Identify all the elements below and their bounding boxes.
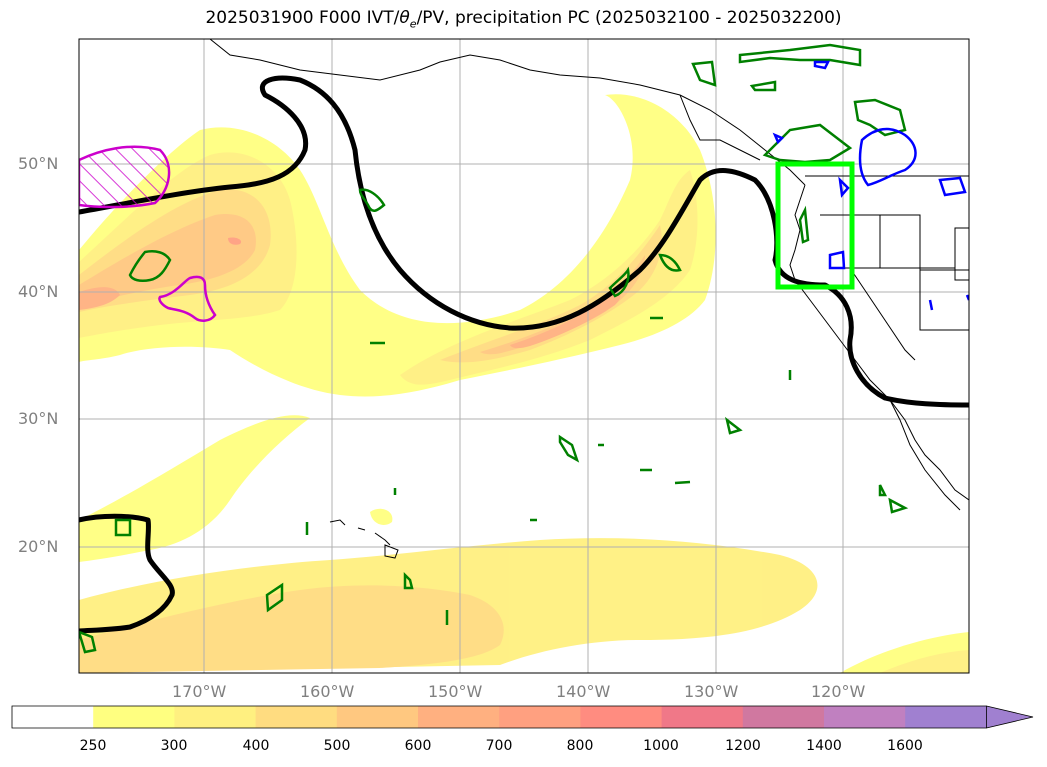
colorbar bbox=[11, 705, 1034, 729]
state-borders bbox=[820, 214, 969, 361]
pc-neg-6 bbox=[772, 132, 785, 145]
lat-label-30n: 30°N bbox=[18, 409, 59, 428]
gridlines bbox=[79, 39, 969, 673]
theta-e-contour-main bbox=[79, 75, 969, 408]
precip-pc-positive bbox=[79, 43, 909, 654]
ivt-shading bbox=[79, 94, 969, 673]
colorbar-segment bbox=[742, 706, 825, 728]
ivt-plume-west-500 bbox=[79, 214, 256, 305]
colorbar-segment bbox=[174, 706, 257, 728]
colorbar-tick-300: 300 bbox=[160, 738, 188, 754]
pc-pos-5 bbox=[738, 43, 862, 67]
colorbar-tick-400: 400 bbox=[242, 738, 270, 754]
ivt-ar-central-600 bbox=[510, 293, 621, 349]
pc-pos-10 bbox=[798, 205, 810, 244]
pc-neg-4 bbox=[838, 176, 850, 198]
lon-label-130w: 130°W bbox=[684, 682, 739, 701]
pc-pos-8 bbox=[853, 98, 907, 137]
colorbar-tick-800: 800 bbox=[566, 738, 594, 754]
plot-area bbox=[79, 39, 969, 673]
colorbar-segment bbox=[12, 706, 94, 728]
colorbar-extend-arrow bbox=[986, 705, 1034, 729]
ivt-plume-west-600 bbox=[79, 287, 120, 310]
lon-label-160w: 160°W bbox=[300, 682, 355, 701]
colorbar-segment bbox=[905, 706, 987, 728]
pc-pos-6 bbox=[691, 60, 717, 87]
coastline-alaska bbox=[209, 39, 806, 186]
colorbar-tick-1600: 1600 bbox=[887, 738, 923, 754]
pc-pos-4 bbox=[658, 253, 682, 272]
hawaii bbox=[329, 519, 399, 559]
pc-neg-3 bbox=[828, 250, 846, 270]
pc-pos-17 bbox=[878, 484, 888, 497]
colorbar-segment bbox=[824, 706, 906, 728]
lon-label-150w: 150°W bbox=[428, 682, 483, 701]
lon-label-120w: 120°W bbox=[811, 682, 866, 701]
pc-neg-7 bbox=[928, 294, 969, 311]
highlight-region-box bbox=[775, 161, 855, 290]
ivt-fleck bbox=[370, 508, 393, 525]
coastline-north-america bbox=[789, 184, 969, 501]
colorbar-tick-600: 600 bbox=[404, 738, 432, 754]
theta-e-contours bbox=[79, 75, 969, 634]
pc-pos-9 bbox=[762, 123, 853, 164]
colorbar-tick-700: 700 bbox=[485, 738, 513, 754]
coastlines bbox=[209, 39, 969, 559]
pv-region-hatched bbox=[79, 145, 171, 209]
pc-pos-2 bbox=[358, 188, 386, 212]
lon-label-170w: 170°W bbox=[172, 682, 227, 701]
colorbar-tick-250: 250 bbox=[79, 738, 107, 754]
pc-pos-19 bbox=[305, 316, 792, 625]
pv-region-outline bbox=[158, 275, 217, 322]
colorbar-frame bbox=[11, 705, 987, 729]
ivt-plume-west-core bbox=[228, 237, 242, 245]
coastline-se-alaska bbox=[679, 94, 761, 161]
pc-pos-16 bbox=[403, 571, 414, 590]
pc-pos-12 bbox=[724, 416, 743, 435]
map-title: 2025031900 F000 IVT/θe/PV, precipitation… bbox=[205, 8, 842, 31]
colorbar-tick-1000: 1000 bbox=[643, 738, 679, 754]
lon-label-140w: 140°W bbox=[556, 682, 611, 701]
colorbar-segment bbox=[499, 706, 581, 728]
colorbar-tick-1400: 1400 bbox=[806, 738, 842, 754]
lat-label-20n: 20°N bbox=[18, 537, 59, 556]
theta-e-contour-south bbox=[79, 513, 175, 634]
colorbar-tick-500: 500 bbox=[323, 738, 351, 754]
pc-pos-18 bbox=[888, 497, 909, 514]
pc-pos-14 bbox=[265, 582, 284, 613]
pc-pos-1 bbox=[128, 250, 172, 283]
colorbar-segment bbox=[580, 706, 663, 728]
pc-pos-15 bbox=[79, 630, 97, 654]
pc-neg-2 bbox=[938, 176, 967, 197]
colorbar-tick-1200: 1200 bbox=[725, 738, 761, 754]
pc-neg-1 bbox=[858, 127, 917, 187]
pc-pos-13 bbox=[114, 518, 132, 537]
pc-pos-11 bbox=[558, 434, 580, 463]
pv-regions bbox=[79, 145, 217, 322]
pc-pos-3 bbox=[608, 266, 630, 298]
ivt-south-band-400 bbox=[79, 585, 504, 673]
pc-neg-5 bbox=[813, 60, 831, 70]
colorbar-segment bbox=[336, 706, 419, 728]
colorbar-segment bbox=[255, 706, 338, 728]
colorbar-segment bbox=[661, 706, 744, 728]
lat-label-50n: 50°N bbox=[18, 154, 59, 173]
colorbar-segment bbox=[418, 706, 500, 728]
coastline-baja bbox=[889, 399, 961, 511]
plot-frame bbox=[78, 38, 970, 674]
ivt-south-band-250 bbox=[79, 415, 310, 562]
ivt-south-band-east-inner bbox=[880, 650, 969, 673]
lat-label-40n: 40°N bbox=[18, 282, 59, 301]
pc-pos-7 bbox=[749, 80, 777, 92]
colorbar-segment bbox=[93, 706, 175, 728]
precip-pc-negative bbox=[772, 60, 969, 311]
